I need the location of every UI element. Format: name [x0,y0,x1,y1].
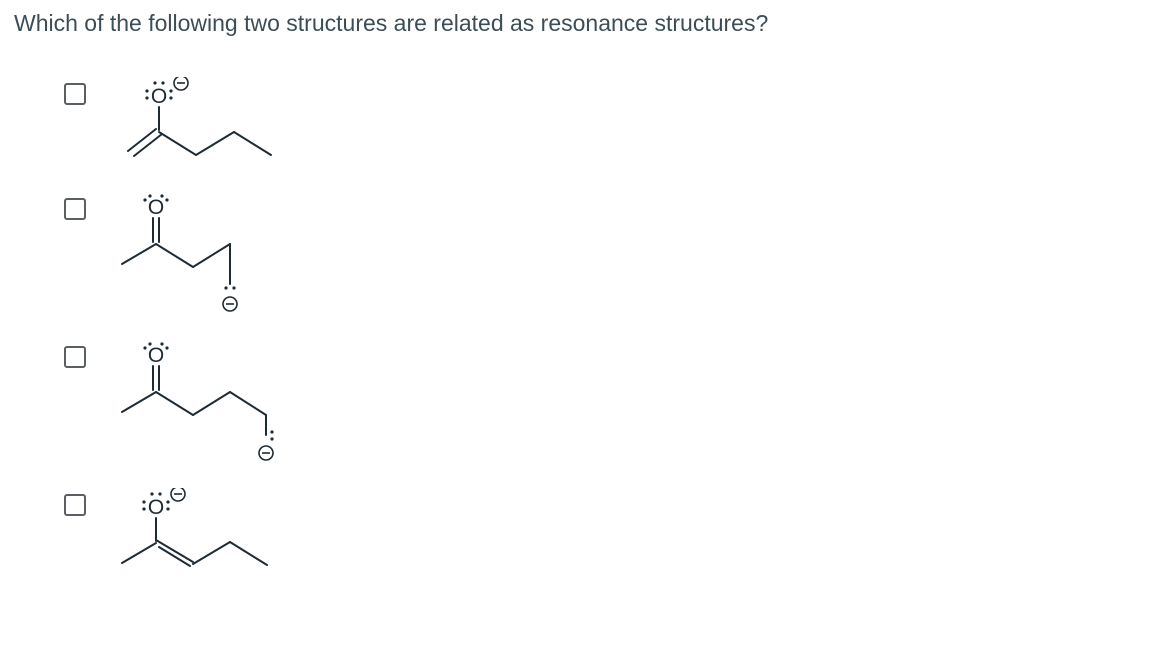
option-row-a: O [14,77,1137,172]
minus-charge-icon [223,297,237,311]
minus-charge-icon [259,446,273,460]
structure-c: O [112,340,352,468]
o-label-d: O [148,496,164,519]
minus-charge-icon [171,488,185,501]
structure-a: O [112,77,332,172]
o-label-a: O [151,85,167,108]
checkbox-c[interactable] [64,346,86,368]
option-row-c: O [14,340,1137,468]
checkbox-b[interactable] [64,198,86,220]
o-label-b: O [148,196,164,219]
o-label-c: O [148,344,164,367]
question-container: Which of the following two structures ar… [0,0,1151,613]
option-row-d: O [14,488,1137,583]
structure-d: O [112,488,332,583]
checkbox-d[interactable] [64,494,86,516]
checkbox-a[interactable] [64,83,86,105]
option-row-b: O [14,192,1137,320]
question-text: Which of the following two structures ar… [14,10,1137,37]
structure-b: O [112,192,332,320]
minus-charge-icon [174,77,188,90]
